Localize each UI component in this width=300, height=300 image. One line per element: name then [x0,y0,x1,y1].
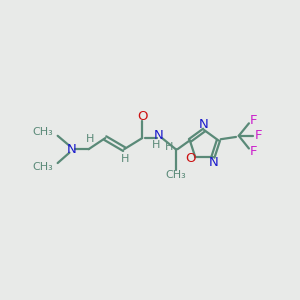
Text: F: F [254,129,262,142]
Text: CH₃: CH₃ [165,169,186,180]
Text: H: H [85,134,94,145]
Text: H: H [152,140,160,151]
Text: F: F [249,114,257,127]
Text: N: N [67,143,76,156]
Text: O: O [137,110,148,123]
Text: N: N [209,157,219,169]
Text: O: O [185,152,196,165]
Text: CH₃: CH₃ [32,161,53,172]
Text: F: F [249,145,257,158]
Text: H: H [165,142,173,152]
Text: H: H [121,154,130,164]
Text: N: N [154,129,164,142]
Text: CH₃: CH₃ [32,127,53,137]
Text: N: N [199,118,209,131]
